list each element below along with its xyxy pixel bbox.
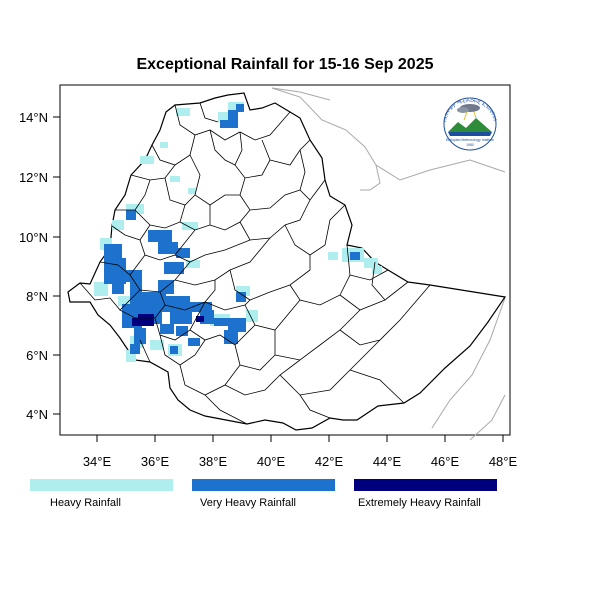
y-tick-label: 14°N — [19, 110, 48, 125]
x-axis-ticks — [96, 435, 504, 442]
y-tick-label: 4°N — [26, 407, 48, 422]
x-tick-label: 36°E — [141, 454, 170, 469]
legend-swatch-very-heavy — [192, 479, 335, 491]
y-tick-label: 8°N — [26, 289, 48, 304]
legend-label-extremely-heavy: Extremely Heavy Rainfall — [358, 497, 481, 509]
rainfall-cells — [94, 102, 382, 362]
extremely-heavy-rainfall-cells — [132, 314, 204, 326]
y-tick-label: 12°N — [19, 170, 48, 185]
very-heavy-rainfall-cells — [104, 104, 360, 354]
y-axis-ticks — [53, 116, 60, 415]
x-tick-label: 44°E — [373, 454, 402, 469]
legend-label-heavy: Heavy Rainfall — [50, 497, 121, 509]
admin-boundaries — [79, 102, 431, 425]
ethiopia-outline — [67, 92, 507, 431]
x-tick-label: 46°E — [431, 454, 460, 469]
emi-logo: የኢትዮጵያ ሜቲዎሮሎጂ ኢንስቲትዩት Ethiopian Meteorol… — [442, 97, 498, 151]
x-tick-label: 38°E — [199, 454, 228, 469]
legend-swatch-extremely-heavy — [354, 479, 497, 491]
y-tick-label: 6°N — [26, 348, 48, 363]
x-tick-label: 34°E — [83, 454, 112, 469]
x-tick-label: 48°E — [489, 454, 518, 469]
y-tick-label: 10°N — [19, 230, 48, 245]
plot-frame — [59, 84, 511, 436]
x-tick-label: 42°E — [315, 454, 344, 469]
neighbour-borders — [271, 87, 506, 441]
map-title: Exceptional Rainfall for 15-16 Sep 2025 — [136, 56, 434, 73]
legend-label-very-heavy: Very Heavy Rainfall — [200, 497, 296, 509]
logo-bottom-text: Ethiopian Meteorology Institute — [446, 138, 494, 142]
x-tick-label: 40°E — [257, 454, 286, 469]
legend-swatch-heavy — [30, 479, 173, 491]
logo-year: 1980 — [466, 143, 474, 147]
